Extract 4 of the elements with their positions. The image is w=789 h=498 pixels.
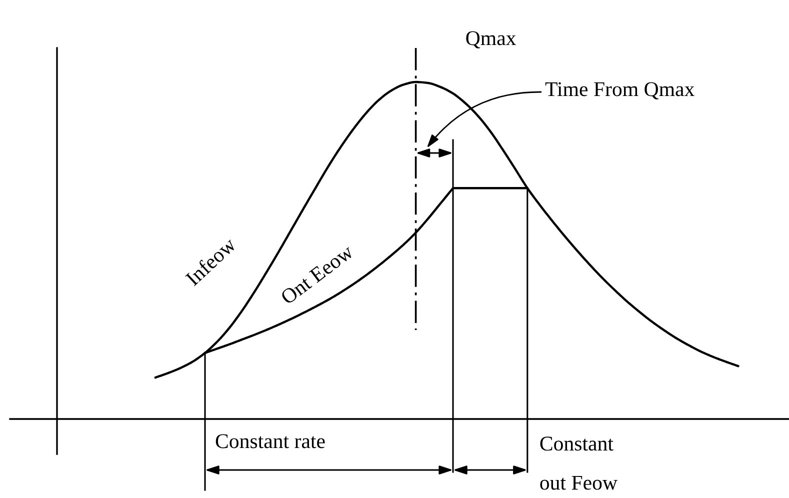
text: Qmax bbox=[466, 31, 516, 48]
annotation: Time From Qmax bbox=[545, 82, 694, 100]
text: Constant rate bbox=[216, 434, 325, 448]
text: Constant out Feow bbox=[540, 436, 618, 490]
